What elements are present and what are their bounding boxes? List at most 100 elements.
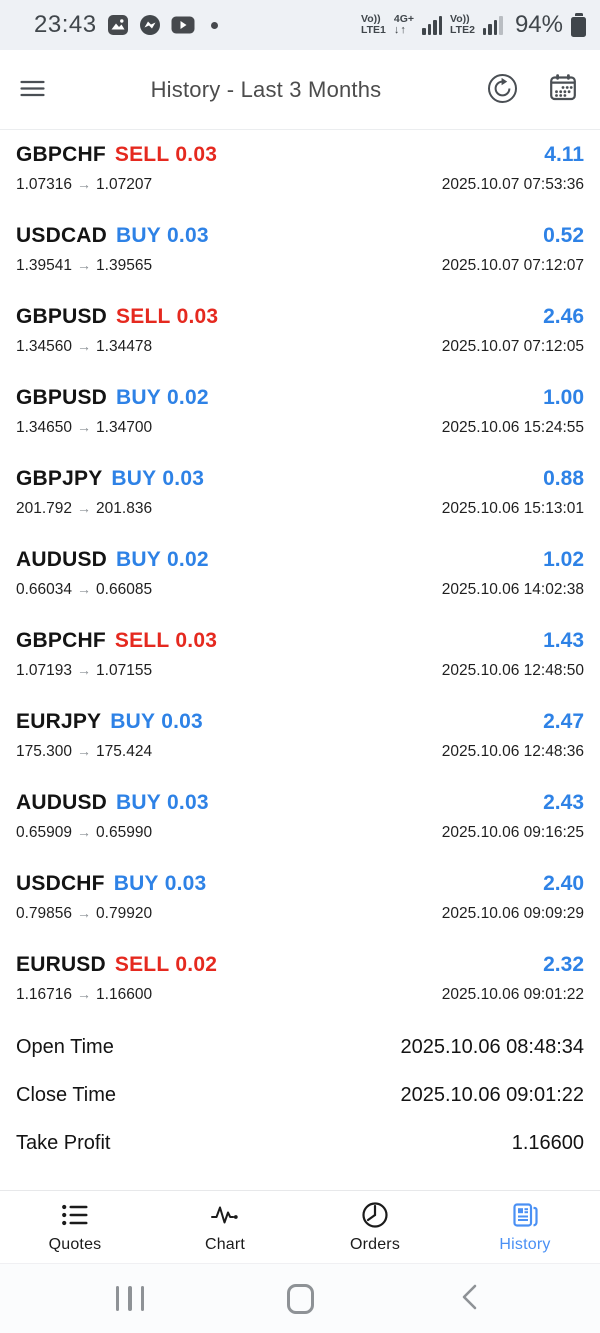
trade-row[interactable]: GBPUSD BUY 0.02 1.00 1.34650 → 1.34700 202… xyxy=(0,373,600,454)
trade-row[interactable]: GBPUSD SELL 0.03 2.46 1.34560 → 1.34478 20… xyxy=(0,292,600,373)
open-price: 0.65909 xyxy=(16,824,73,841)
trade-prices: 175.300 → 175.424 xyxy=(16,743,152,761)
trade-row[interactable]: GBPJPY BUY 0.03 0.88 201.792 → 201.836 202… xyxy=(0,454,600,535)
refresh-button[interactable] xyxy=(483,69,522,111)
trade-symbol: AUDUSD xyxy=(16,791,108,814)
trade-headline: GBPJPY BUY 0.03 0.88 xyxy=(16,467,584,491)
trade-volume: 0.03 xyxy=(164,872,207,895)
trade-close-time: 2025.10.06 15:24:55 xyxy=(441,419,584,436)
trade-close-time: 2025.10.07 07:12:07 xyxy=(441,257,584,274)
android-navigation-bar xyxy=(0,1263,600,1333)
trade-row[interactable]: USDCAD BUY 0.03 0.52 1.39541 → 1.39565 202… xyxy=(0,211,600,292)
trade-headline: GBPUSD BUY 0.02 1.00 xyxy=(16,386,584,410)
trade-close-time: 2025.10.07 07:12:05 xyxy=(441,338,584,355)
trade-row[interactable]: GBPCHF SELL 0.03 1.43 1.07193 → 1.07155 20… xyxy=(0,616,600,697)
recent-apps-button[interactable] xyxy=(110,1279,150,1319)
trade-symbol: GBPUSD xyxy=(16,305,108,328)
arrow-right-icon: → xyxy=(77,905,92,921)
arrow-right-icon: → xyxy=(77,257,92,273)
trade-profit: 1.02 xyxy=(543,548,584,571)
trade-subline: 0.65909 → 0.65990 2025.10.06 09:16:25 xyxy=(16,824,584,842)
arrow-right-icon: → xyxy=(77,743,92,759)
detail-label: Open Time xyxy=(16,1035,114,1058)
trade-symbol: AUDUSD xyxy=(16,548,108,571)
clock-time: 23:43 xyxy=(34,11,97,38)
trade-close-time: 2025.10.06 09:16:25 xyxy=(441,824,584,841)
trade-row[interactable]: GBPCHF SELL 0.03 4.11 1.07316 → 1.07207 20… xyxy=(0,130,600,211)
trade-side-volume: BUY 0.03 xyxy=(114,872,207,896)
tab-orders[interactable]: Orders xyxy=(300,1191,450,1263)
arrow-right-icon: → xyxy=(77,419,92,435)
trade-side: BUY xyxy=(116,548,161,571)
calendar-button[interactable] xyxy=(544,69,582,110)
trade-side-volume: SELL 0.02 xyxy=(115,953,217,977)
trade-headline: USDCAD BUY 0.03 0.52 xyxy=(16,224,584,248)
trade-side-volume: BUY 0.02 xyxy=(116,386,209,410)
open-price: 201.792 xyxy=(16,500,73,517)
trade-subline: 201.792 → 201.836 2025.10.06 15:13:01 xyxy=(16,500,584,518)
trade-side-volume: BUY 0.03 xyxy=(116,791,209,815)
arrow-right-icon: → xyxy=(77,338,92,354)
trade-subline: 1.07316 → 1.07207 2025.10.07 07:53:36 xyxy=(16,176,584,194)
trade-headline: GBPCHF SELL 0.03 1.43 xyxy=(16,629,584,653)
tab-chart[interactable]: Chart xyxy=(150,1191,300,1263)
back-button[interactable] xyxy=(450,1279,490,1319)
back-chevron-icon xyxy=(457,1282,483,1315)
trade-profit: 2.47 xyxy=(543,710,584,733)
trade-side-volume: BUY 0.03 xyxy=(111,467,204,491)
trade-profit: 0.52 xyxy=(543,224,584,247)
close-price: 0.66085 xyxy=(96,581,153,598)
pulse-chart-icon xyxy=(210,1201,240,1229)
tab-quotes[interactable]: Quotes xyxy=(0,1191,150,1263)
menu-button[interactable] xyxy=(16,76,49,104)
trade-prices: 0.65909 → 0.65990 xyxy=(16,824,152,842)
signal-strength-icon-sim1 xyxy=(422,15,443,35)
page-title: History - Last 3 Months xyxy=(150,76,382,102)
trade-volume: 0.03 xyxy=(167,224,209,247)
trade-side-volume: SELL 0.03 xyxy=(115,629,217,653)
trade-prices: 1.07316 → 1.07207 xyxy=(16,176,152,194)
trade-side: BUY xyxy=(110,710,156,733)
trade-prices: 0.66034 → 0.66085 xyxy=(16,581,152,599)
trade-prices: 1.34650 → 1.34700 xyxy=(16,419,152,437)
trade-row[interactable]: AUDUSD BUY 0.02 1.02 0.66034 → 0.66085 202… xyxy=(0,535,600,616)
trade-row[interactable]: EURUSD SELL 0.02 2.32 1.16716 → 1.16600 20… xyxy=(0,940,600,1021)
trade-headline: EURUSD SELL 0.02 2.32 xyxy=(16,953,584,977)
detail-value: 1.16600 xyxy=(511,1131,584,1154)
spacer xyxy=(0,1167,600,1190)
close-price: 1.16600 xyxy=(96,986,153,1003)
home-icon xyxy=(286,1283,314,1314)
sim1-network-label: Vo)) LTE1 xyxy=(361,12,386,36)
close-price: 1.34700 xyxy=(96,419,153,436)
more-notifications-dot-icon xyxy=(210,21,218,29)
trade-row[interactable]: AUDUSD BUY 0.03 2.43 0.65909 → 0.65990 202… xyxy=(0,778,600,859)
trade-row[interactable]: EURJPY BUY 0.03 2.47 175.300 → 175.424 202… xyxy=(0,697,600,778)
trade-profit: 2.46 xyxy=(543,305,584,328)
trade-side: BUY xyxy=(113,872,159,895)
app-header: History - Last 3 Months xyxy=(0,50,600,130)
trade-profit: 1.43 xyxy=(543,629,584,652)
home-button[interactable] xyxy=(280,1279,320,1319)
trade-headline: USDCHF BUY 0.03 2.40 xyxy=(16,872,584,896)
trade-side: SELL xyxy=(116,305,171,328)
open-price: 1.07316 xyxy=(16,176,73,193)
trade-side-volume: BUY 0.02 xyxy=(116,548,209,572)
close-price: 175.424 xyxy=(96,743,153,760)
detail-value: 2025.10.06 08:48:34 xyxy=(400,1035,584,1058)
arrow-right-icon: → xyxy=(77,986,92,1002)
newspaper-icon xyxy=(511,1201,539,1229)
tab-history[interactable]: History xyxy=(450,1191,600,1263)
arrow-right-icon: → xyxy=(77,824,92,840)
trade-subline: 0.79856 → 0.79920 2025.10.06 09:09:29 xyxy=(16,905,584,923)
trade-prices: 1.34560 → 1.34478 xyxy=(16,338,152,356)
detail-label: Close Time xyxy=(16,1083,117,1106)
trade-symbol: GBPCHF xyxy=(16,629,106,652)
signal-strength-icon-sim2 xyxy=(482,15,503,35)
trade-subline: 1.07193 → 1.07155 2025.10.06 12:48:50 xyxy=(16,662,584,680)
trade-close-time: 2025.10.06 12:48:36 xyxy=(441,743,584,760)
trade-list: GBPCHF SELL 0.03 4.11 1.07316 → 1.07207 20… xyxy=(0,130,600,1021)
trade-close-time: 2025.10.06 09:01:22 xyxy=(441,986,584,1003)
arrow-right-icon: → xyxy=(77,662,92,678)
trade-row[interactable]: USDCHF BUY 0.03 2.40 0.79856 → 0.79920 202… xyxy=(0,859,600,940)
trade-profit: 2.43 xyxy=(543,791,584,814)
